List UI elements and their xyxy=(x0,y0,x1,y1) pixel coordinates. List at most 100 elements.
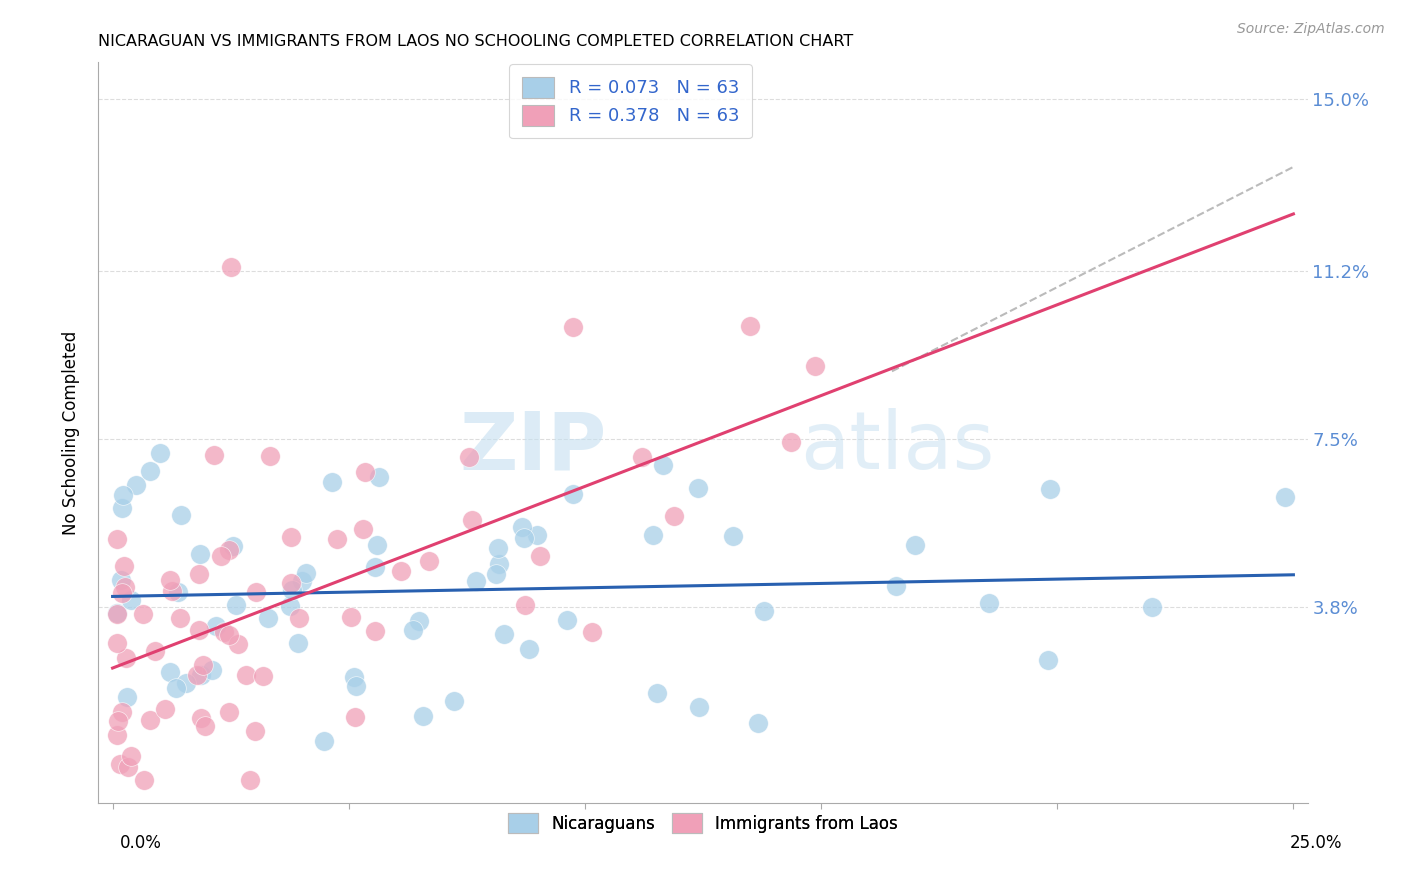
Point xyxy=(418,554,440,568)
Point xyxy=(408,614,430,628)
Point xyxy=(312,734,335,748)
Point xyxy=(145,643,167,657)
Point xyxy=(884,579,907,593)
Text: NICARAGUAN VS IMMIGRANTS FROM LAOS NO SCHOOLING COMPLETED CORRELATION CHART: NICARAGUAN VS IMMIGRANTS FROM LAOS NO SC… xyxy=(98,34,853,49)
Point xyxy=(188,548,211,562)
Point xyxy=(159,665,181,680)
Point xyxy=(513,532,536,546)
Point xyxy=(686,481,709,495)
Point xyxy=(105,607,128,621)
Point xyxy=(343,710,366,724)
Point xyxy=(186,668,208,682)
Point xyxy=(245,723,267,738)
Point xyxy=(344,679,367,693)
Text: ZIP: ZIP xyxy=(458,409,606,486)
Point xyxy=(214,625,236,640)
Point xyxy=(110,573,132,587)
Point xyxy=(364,624,387,638)
Point xyxy=(169,508,191,523)
Point xyxy=(492,627,515,641)
Point xyxy=(209,549,232,563)
Point xyxy=(111,705,134,719)
Point xyxy=(280,582,302,597)
Point xyxy=(115,650,138,665)
Point xyxy=(561,320,583,334)
Point xyxy=(193,657,215,672)
Point xyxy=(105,728,128,742)
Point xyxy=(117,760,139,774)
Point xyxy=(295,566,318,580)
Point xyxy=(280,599,302,613)
Point xyxy=(111,500,134,515)
Point xyxy=(1140,600,1163,615)
Point xyxy=(153,702,176,716)
Point xyxy=(112,488,135,502)
Point xyxy=(194,718,217,732)
Point xyxy=(105,532,128,546)
Point xyxy=(165,681,187,696)
Point xyxy=(364,559,387,574)
Point xyxy=(149,446,172,460)
Point xyxy=(257,611,280,625)
Point xyxy=(117,690,139,704)
Point xyxy=(555,613,578,627)
Point xyxy=(166,584,188,599)
Point xyxy=(125,478,148,492)
Point xyxy=(218,542,240,557)
Point xyxy=(641,528,664,542)
Text: 25.0%: 25.0% xyxy=(1291,834,1343,852)
Point xyxy=(457,450,479,464)
Point xyxy=(280,576,302,591)
Point xyxy=(513,598,536,612)
Point xyxy=(1039,482,1062,496)
Point xyxy=(259,449,281,463)
Point xyxy=(804,359,827,373)
Point xyxy=(111,586,134,600)
Point xyxy=(740,318,762,333)
Point xyxy=(105,606,128,620)
Point xyxy=(977,596,1000,610)
Point xyxy=(291,574,314,589)
Point xyxy=(754,604,776,618)
Point xyxy=(904,538,927,552)
Point xyxy=(510,520,533,534)
Point xyxy=(581,624,603,639)
Point xyxy=(529,549,551,563)
Point xyxy=(652,458,675,472)
Point xyxy=(218,628,240,642)
Point xyxy=(107,714,129,729)
Point xyxy=(202,449,225,463)
Point xyxy=(228,637,250,651)
Point xyxy=(443,694,465,708)
Point xyxy=(187,624,209,638)
Point xyxy=(190,711,212,725)
Legend: Nicaraguans, Immigrants from Laos: Nicaraguans, Immigrants from Laos xyxy=(498,804,908,843)
Point xyxy=(645,686,668,700)
Point xyxy=(464,574,486,589)
Point xyxy=(114,580,136,594)
Point xyxy=(224,598,246,612)
Point xyxy=(366,538,388,552)
Point xyxy=(1036,653,1059,667)
Point xyxy=(245,585,267,599)
Point xyxy=(235,668,257,682)
Point xyxy=(174,676,197,690)
Point xyxy=(389,565,412,579)
Point xyxy=(326,532,349,546)
Point xyxy=(688,699,710,714)
Text: atlas: atlas xyxy=(800,409,994,486)
Y-axis label: No Schooling Completed: No Schooling Completed xyxy=(62,331,80,534)
Text: Source: ZipAtlas.com: Source: ZipAtlas.com xyxy=(1237,22,1385,37)
Point xyxy=(280,530,302,544)
Point xyxy=(321,475,343,489)
Point xyxy=(139,464,162,478)
Point xyxy=(747,715,769,730)
Point xyxy=(222,539,245,553)
Point xyxy=(239,773,262,788)
Point xyxy=(134,773,156,788)
Point xyxy=(105,636,128,650)
Point xyxy=(162,583,184,598)
Point xyxy=(138,713,160,727)
Point xyxy=(779,434,801,449)
Point xyxy=(721,529,744,543)
